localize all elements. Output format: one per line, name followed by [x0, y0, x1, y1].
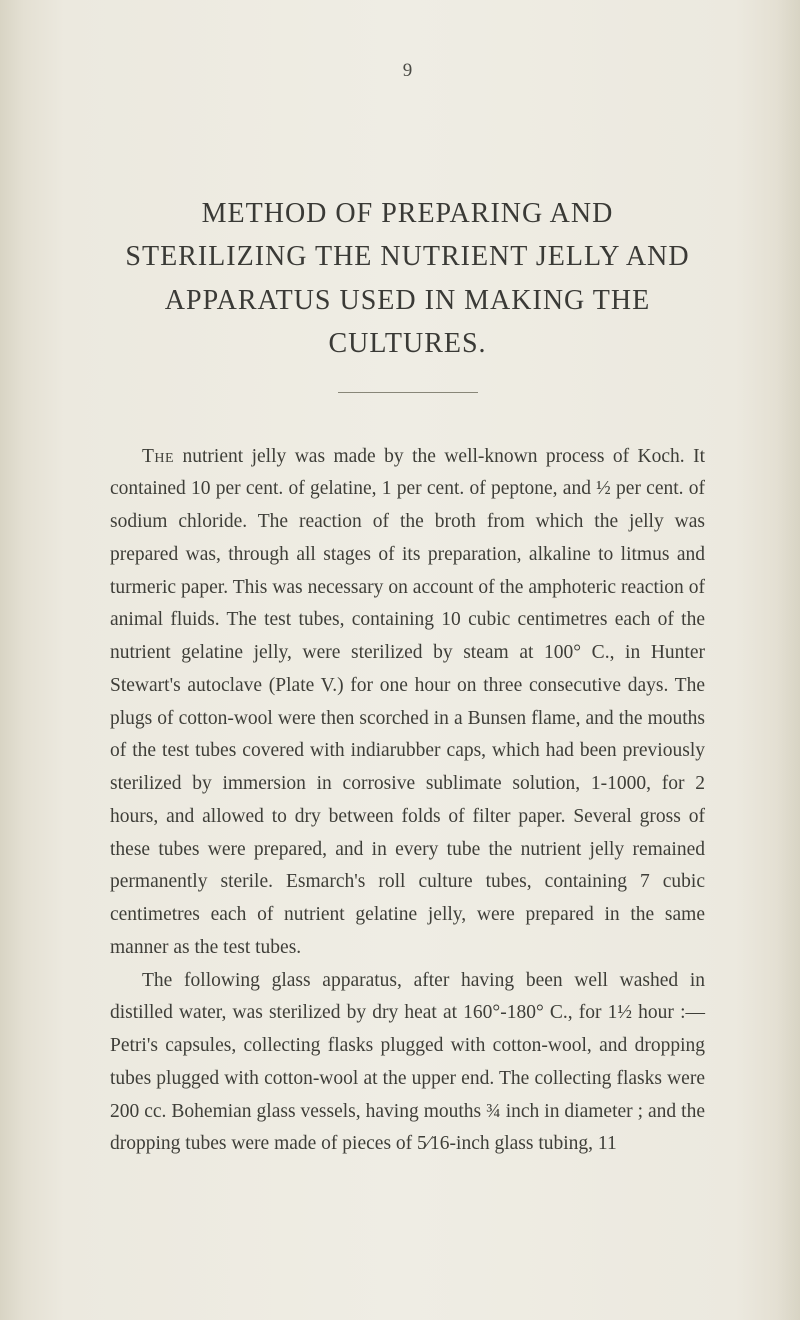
page-number: 9: [110, 60, 705, 82]
title-divider: [338, 392, 478, 393]
drop-lead: The: [142, 446, 174, 467]
chapter-title: METHOD OF PREPARING AND STERILIZING THE …: [110, 192, 705, 366]
body-text: The nutrient jelly was made by the well-…: [110, 441, 705, 1162]
paragraph-1: The nutrient jelly was made by the well-…: [110, 441, 705, 965]
paragraph-1-body: nutrient jelly was made by the well-know…: [110, 446, 705, 958]
title-line-4: CULTURES.: [328, 328, 486, 359]
title-line-2: STERILIZING THE NUTRIENT JELLY AND: [125, 241, 689, 272]
paragraph-2: The following glass apparatus, after hav…: [110, 965, 705, 1162]
scanned-page: 9 METHOD OF PREPARING AND STERILIZING TH…: [0, 0, 800, 1161]
title-line-1: METHOD OF PREPARING AND: [202, 198, 614, 229]
title-line-3: APPARATUS USED IN MAKING THE: [165, 285, 650, 316]
